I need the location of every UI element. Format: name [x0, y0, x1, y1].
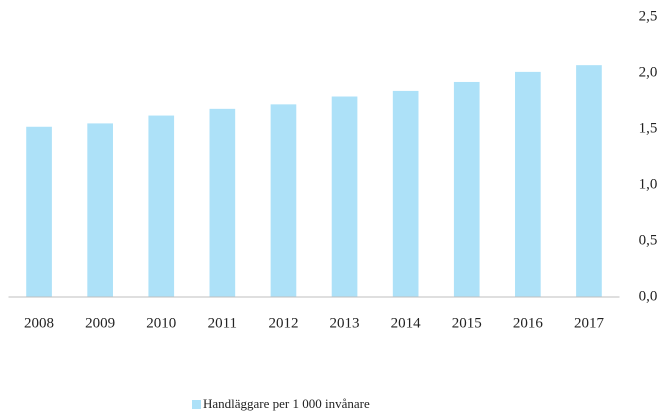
bar: [26, 126, 52, 297]
bar: [270, 104, 297, 297]
bar: [392, 90, 419, 297]
y-tick-label: 1,0: [639, 176, 658, 192]
x-tick-label: 2010: [146, 315, 176, 331]
bar: [331, 96, 358, 298]
bar: [148, 115, 175, 297]
x-tick-label: 2013: [330, 315, 360, 331]
y-tick-label: 2,0: [639, 64, 658, 80]
y-tick-label: 1,5: [639, 120, 658, 136]
legend-label: Handläggare per 1 000 invånare: [203, 396, 370, 411]
x-tick-label: 2009: [85, 315, 115, 331]
y-tick-label: 0,0: [639, 288, 658, 304]
bar: [453, 81, 480, 298]
bar: [515, 71, 541, 297]
x-tick-label: 2011: [208, 315, 237, 331]
x-tick-label: 2016: [513, 315, 544, 331]
legend-swatch: [192, 400, 201, 409]
x-tick-label: 2014: [391, 315, 422, 331]
bar: [209, 108, 236, 297]
x-tick-label: 2012: [268, 315, 298, 331]
y-tick-label: 0,5: [639, 232, 658, 248]
bar: [87, 123, 113, 298]
y-tick-label: 2,5: [639, 8, 658, 24]
x-tick-label: 2017: [574, 315, 605, 331]
x-tick-label: 2008: [24, 315, 54, 331]
x-tick-label: 2015: [452, 315, 482, 331]
bar: [576, 65, 602, 297]
